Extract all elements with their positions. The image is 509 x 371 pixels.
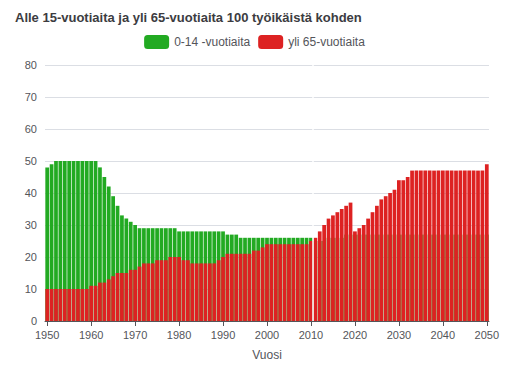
svg-text:10: 10 — [25, 283, 37, 295]
svg-text:2050: 2050 — [475, 329, 499, 341]
svg-text:2010: 2010 — [299, 329, 323, 341]
svg-text:60: 60 — [25, 123, 37, 135]
svg-text:1960: 1960 — [79, 329, 103, 341]
svg-text:80: 80 — [25, 59, 37, 71]
svg-text:50: 50 — [25, 155, 37, 167]
svg-text:40: 40 — [25, 187, 37, 199]
svg-text:0: 0 — [31, 315, 37, 327]
svg-text:Alle 15-vuotiaita ja yli 65-vu: Alle 15-vuotiaita ja yli 65-vuotiaita 10… — [15, 10, 362, 25]
svg-text:2000: 2000 — [255, 329, 279, 341]
svg-text:30: 30 — [25, 219, 37, 231]
svg-text:2030: 2030 — [387, 329, 411, 341]
svg-text:70: 70 — [25, 91, 37, 103]
svg-text:0-14 -vuotiaita: 0-14 -vuotiaita — [174, 35, 250, 49]
svg-text:yli 65-vuotiaita: yli 65-vuotiaita — [288, 35, 365, 49]
svg-text:Vuosi: Vuosi — [252, 348, 282, 362]
svg-text:2020: 2020 — [343, 329, 367, 341]
svg-text:20: 20 — [25, 251, 37, 263]
svg-text:1980: 1980 — [167, 329, 191, 341]
svg-text:2040: 2040 — [431, 329, 455, 341]
svg-text:1970: 1970 — [123, 329, 147, 341]
svg-text:1990: 1990 — [211, 329, 235, 341]
svg-text:1950: 1950 — [35, 329, 59, 341]
